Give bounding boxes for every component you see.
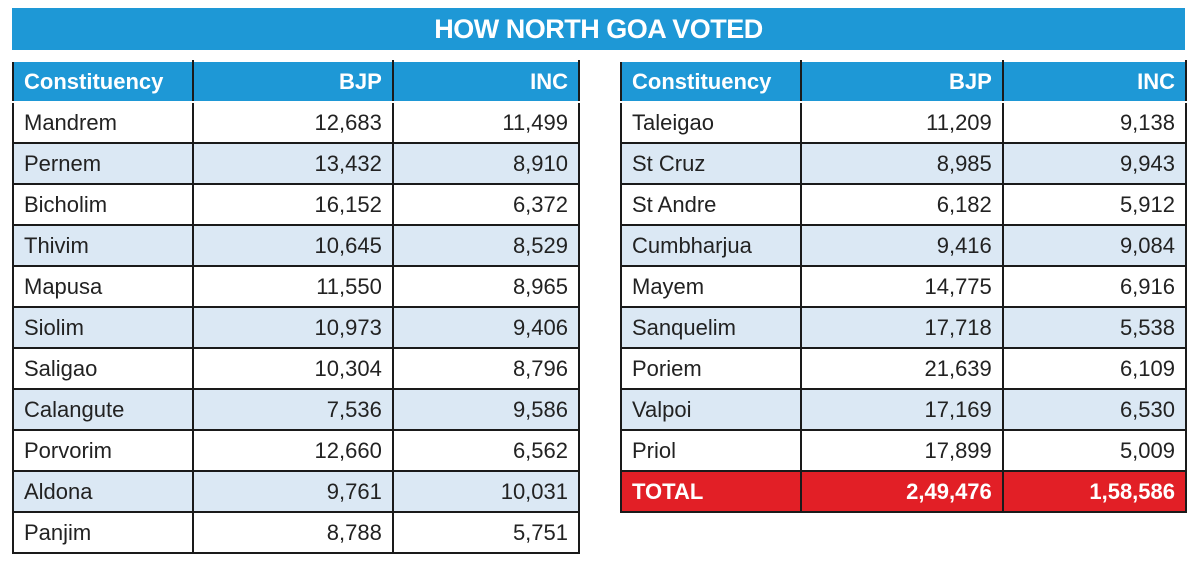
row: Mayem 14,775 6,916	[620, 265, 1188, 308]
name-cell: Cumbharjua	[620, 224, 802, 267]
total: TOTAL 2,49,476 1,58,586	[620, 470, 1188, 513]
value-cell: 6,530	[1001, 388, 1188, 431]
value-cell: 8,788	[191, 511, 394, 554]
value-cell: 17,718	[799, 306, 1004, 349]
row: Panjim 8,788 5,751	[12, 511, 581, 554]
value-cell: 8,965	[391, 265, 581, 308]
name-cell: Mandrem	[12, 101, 194, 144]
value-cell: 11,550	[191, 265, 394, 308]
row: Saligao 10,304 8,796	[12, 347, 581, 390]
name-cell: Taleigao	[620, 101, 802, 144]
name-cell: St Andre	[620, 183, 802, 226]
row: Taleigao 11,209 9,138	[620, 101, 1188, 144]
value-cell: 2,49,476	[799, 470, 1004, 513]
value-cell: 12,683	[191, 101, 394, 144]
alt: Siolim 10,973 9,406	[12, 306, 581, 349]
value-cell: 10,304	[191, 347, 394, 390]
name-cell: Mapusa	[12, 265, 194, 308]
value-cell: 9,406	[391, 306, 581, 349]
value-cell: 13,432	[191, 142, 394, 185]
value-cell: INC	[391, 60, 581, 103]
name-cell: Constituency	[620, 60, 802, 103]
alt: Aldona 9,761 10,031	[12, 470, 581, 513]
alt: Cumbharjua 9,416 9,084	[620, 224, 1188, 267]
name-cell: Porvorim	[12, 429, 194, 472]
value-cell: 9,586	[391, 388, 581, 431]
alt: Valpoi 17,169 6,530	[620, 388, 1188, 431]
row: Priol 17,899 5,009	[620, 429, 1188, 472]
value-cell: INC	[1001, 60, 1188, 103]
alt: Pernem 13,432 8,910	[12, 142, 581, 185]
row: St Andre 6,182 5,912	[620, 183, 1188, 226]
value-cell: 6,916	[1001, 265, 1188, 308]
name-cell: Panjim	[12, 511, 194, 554]
head: Constituency BJP INC	[620, 60, 1188, 103]
value-cell: 1,58,586	[1001, 470, 1188, 513]
row: Porvorim 12,660 6,562	[12, 429, 581, 472]
row: Mandrem 12,683 11,499	[12, 101, 581, 144]
value-cell: 8,985	[799, 142, 1004, 185]
row: Poriem 21,639 6,109	[620, 347, 1188, 390]
value-cell: 14,775	[799, 265, 1004, 308]
value-cell: 6,109	[1001, 347, 1188, 390]
value-cell: 10,031	[391, 470, 581, 513]
name-cell: Saligao	[12, 347, 194, 390]
name-cell: Mayem	[620, 265, 802, 308]
value-cell: 5,751	[391, 511, 581, 554]
results-table: Constituency BJP INC Mandrem 12,683 11,499 Per…	[12, 60, 581, 554]
alt: Sanquelim 17,718 5,538	[620, 306, 1188, 349]
row: Mapusa 11,550 8,965	[12, 265, 581, 308]
value-cell: 11,209	[799, 101, 1004, 144]
value-cell: 8,910	[391, 142, 581, 185]
value-cell: 5,912	[1001, 183, 1188, 226]
name-cell: Aldona	[12, 470, 194, 513]
value-cell: 10,645	[191, 224, 394, 267]
head: Constituency BJP INC	[12, 60, 581, 103]
value-cell: 5,538	[1001, 306, 1188, 349]
name-cell: Valpoi	[620, 388, 802, 431]
value-cell: 11,499	[391, 101, 581, 144]
value-cell: 21,639	[799, 347, 1004, 390]
value-cell: 17,169	[799, 388, 1004, 431]
value-cell: 5,009	[1001, 429, 1188, 472]
value-cell: 8,796	[391, 347, 581, 390]
title-bar: HOW NORTH GOA VOTED	[12, 8, 1185, 50]
value-cell: 9,138	[1001, 101, 1188, 144]
alt: Calangute 7,536 9,586	[12, 388, 581, 431]
name-cell: Sanquelim	[620, 306, 802, 349]
value-cell: BJP	[799, 60, 1004, 103]
alt: Thivim 10,645 8,529	[12, 224, 581, 267]
name-cell: Poriem	[620, 347, 802, 390]
value-cell: 8,529	[391, 224, 581, 267]
value-cell: 9,943	[1001, 142, 1188, 185]
value-cell: 6,562	[391, 429, 581, 472]
value-cell: 6,182	[799, 183, 1004, 226]
value-cell: 9,416	[799, 224, 1004, 267]
value-cell: 10,973	[191, 306, 394, 349]
value-cell: 6,372	[391, 183, 581, 226]
name-cell: Bicholim	[12, 183, 194, 226]
value-cell: 12,660	[191, 429, 394, 472]
name-cell: Priol	[620, 429, 802, 472]
name-cell: Calangute	[12, 388, 194, 431]
name-cell: St Cruz	[620, 142, 802, 185]
value-cell: BJP	[191, 60, 394, 103]
alt: St Cruz 8,985 9,943	[620, 142, 1188, 185]
results-table: Constituency BJP INC Taleigao 11,209 9,138 St …	[620, 60, 1188, 513]
name-cell: Thivim	[12, 224, 194, 267]
name-cell: TOTAL	[620, 470, 802, 513]
row: Bicholim 16,152 6,372	[12, 183, 581, 226]
value-cell: 16,152	[191, 183, 394, 226]
value-cell: 9,761	[191, 470, 394, 513]
value-cell: 17,899	[799, 429, 1004, 472]
value-cell: 9,084	[1001, 224, 1188, 267]
name-cell: Siolim	[12, 306, 194, 349]
name-cell: Pernem	[12, 142, 194, 185]
name-cell: Constituency	[12, 60, 194, 103]
value-cell: 7,536	[191, 388, 394, 431]
